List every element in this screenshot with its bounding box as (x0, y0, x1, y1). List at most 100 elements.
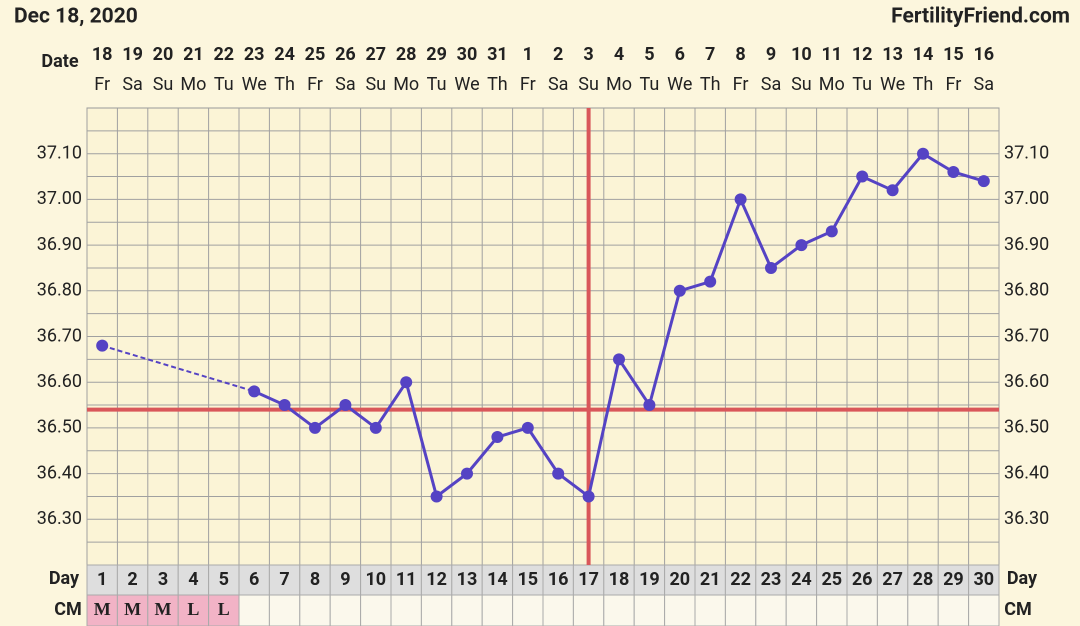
date-label: 7 (705, 44, 715, 65)
temperature-point (947, 165, 960, 178)
temperature-point (491, 431, 504, 444)
date-label: 26 (335, 44, 356, 65)
day-number: 5 (219, 569, 229, 590)
y-tick-label-right: 36.60 (1004, 371, 1049, 392)
cm-cell (876, 594, 909, 626)
y-tick-label-right: 36.30 (1004, 508, 1049, 529)
day-number: 24 (791, 569, 812, 590)
day-number: 3 (158, 569, 168, 590)
temperature-point (795, 239, 808, 252)
temperature-point (825, 225, 838, 238)
day-number: 13 (457, 569, 478, 590)
weekday-label: Tu (214, 74, 234, 95)
date-label: 4 (614, 44, 624, 65)
cm-cell (846, 594, 878, 626)
y-tick-label: 36.60 (37, 371, 82, 392)
day-number: 2 (127, 569, 137, 590)
weekday-label: Fr (733, 74, 749, 95)
cm-label: L (218, 599, 230, 619)
day-number: 4 (188, 569, 198, 590)
cm-cell (785, 594, 818, 626)
day-number: 17 (578, 569, 599, 590)
weekday-label: Sa (761, 74, 781, 95)
temperature-point (704, 275, 717, 288)
temperature-point (339, 399, 352, 412)
weekday-label: Th (487, 74, 508, 95)
temperature-point (521, 421, 534, 434)
day-number: 16 (548, 569, 569, 590)
day-cell (816, 564, 848, 596)
date-label: 6 (675, 44, 685, 65)
day-number: 30 (973, 569, 994, 590)
day-number: 18 (609, 569, 630, 590)
day-label: Day (49, 568, 80, 589)
day-cell (603, 564, 635, 596)
cm-cell (481, 594, 514, 626)
cm-label: CM (54, 599, 82, 620)
day-number: 22 (730, 569, 751, 590)
weekday-label: Fr (94, 74, 110, 95)
cm-label: M (124, 599, 141, 619)
y-tick-label: 37.00 (37, 188, 82, 209)
weekday-label: Sa (122, 74, 142, 95)
temperature-point (278, 399, 291, 412)
weekday-label: Tu (427, 74, 447, 95)
y-tick-label: 36.70 (37, 325, 82, 346)
temperature-point (430, 490, 443, 503)
weekday-label: We (242, 74, 267, 95)
date-label: 11 (821, 44, 842, 65)
cm-cell (907, 594, 939, 626)
cm-cell (177, 594, 210, 626)
day-number: 20 (669, 569, 690, 590)
y-tick-label-right: 37.00 (1004, 188, 1049, 209)
cm-cell (603, 594, 635, 626)
site-name: FertilityFriend.com (891, 5, 1070, 29)
date-label: 23 (244, 44, 265, 65)
date-label: Date (41, 51, 78, 72)
y-tick-label: 36.30 (37, 508, 82, 529)
weekday-label: Sa (974, 74, 994, 95)
date-label: 29 (426, 44, 447, 65)
temperature-point (582, 490, 595, 503)
temperature-point (461, 467, 473, 480)
weekday-label: Th (274, 74, 295, 95)
weekday-label: Mo (180, 74, 206, 95)
temperature-point (613, 353, 625, 366)
day-cell (420, 564, 453, 596)
weekday-label: We (880, 74, 905, 95)
day-cell (846, 564, 878, 596)
day-cell (86, 564, 118, 596)
weekday-label: Su (791, 74, 812, 95)
cm-cell (268, 594, 301, 626)
temperature-point (248, 385, 261, 398)
weekday-label: Mo (606, 74, 632, 95)
weekday-label: Fr (945, 74, 961, 95)
day-number: 29 (943, 569, 964, 590)
weekday-label: Tu (852, 74, 872, 95)
temperature-point (917, 147, 929, 160)
temperature-point (552, 467, 565, 480)
weekday-label: Su (578, 74, 599, 95)
gap-connector (101, 344, 255, 393)
y-tick-label: 36.50 (37, 417, 82, 438)
cm-cell (755, 594, 787, 626)
cm-cell (664, 594, 696, 626)
date-label: 15 (943, 44, 964, 65)
day-number: 27 (882, 569, 903, 590)
temperature-point (400, 376, 413, 389)
weekday-label: Mo (393, 74, 419, 95)
cm-cell (572, 594, 605, 626)
y-tick-label-right: 36.50 (1004, 417, 1049, 438)
temperature-point (765, 261, 777, 274)
day-number: 25 (821, 569, 842, 590)
date-label: 21 (183, 44, 204, 65)
day-cell (116, 564, 149, 596)
date-label: 27 (365, 44, 386, 65)
date-label: 3 (583, 44, 593, 65)
y-tick-label-right: 36.90 (1004, 234, 1049, 255)
day-number: 19 (639, 569, 660, 590)
date-label: 5 (644, 44, 654, 65)
day-cell (451, 564, 483, 596)
date-label: 1 (523, 44, 533, 65)
